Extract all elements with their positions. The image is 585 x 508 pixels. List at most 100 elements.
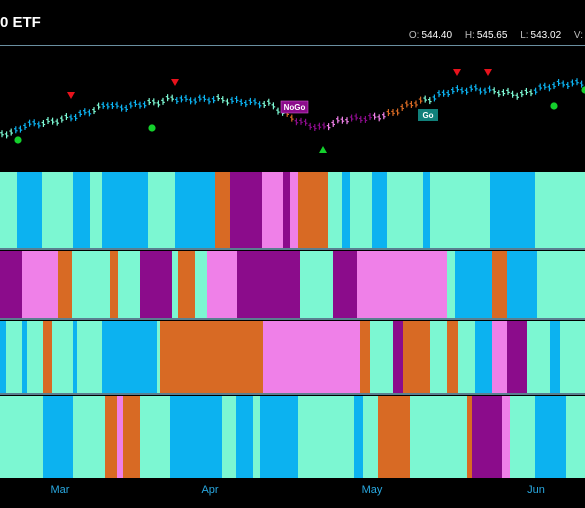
indicator-band bbox=[157, 321, 160, 393]
indicator-band bbox=[290, 172, 298, 248]
price-bar bbox=[336, 116, 340, 124]
indicator-band bbox=[354, 396, 363, 478]
price-bar bbox=[202, 94, 207, 102]
header-divider bbox=[0, 45, 585, 46]
price-bar bbox=[14, 126, 18, 134]
indicator-band bbox=[172, 251, 178, 318]
indicator-band bbox=[73, 321, 77, 393]
price-bar bbox=[368, 113, 372, 121]
low-value: 543.02 bbox=[530, 30, 562, 41]
indicator-panels[interactable] bbox=[0, 172, 585, 478]
price-bar bbox=[55, 118, 59, 126]
price-chart[interactable]: NoGo Go bbox=[0, 46, 585, 172]
price-bar bbox=[570, 79, 575, 87]
price-bar bbox=[221, 96, 225, 104]
sell-signal-triangle bbox=[484, 69, 492, 76]
indicator-band bbox=[507, 251, 537, 318]
price-bar bbox=[129, 101, 133, 109]
indicator-band bbox=[458, 321, 475, 393]
indicator-band bbox=[236, 396, 253, 478]
indicator-band bbox=[430, 321, 447, 393]
indicator-band bbox=[510, 396, 514, 478]
price-bar bbox=[119, 104, 124, 112]
indicator-band bbox=[447, 321, 458, 393]
indicator-band bbox=[472, 396, 502, 478]
indicator-band bbox=[507, 321, 527, 393]
price-bar bbox=[409, 101, 414, 109]
price-bar bbox=[418, 96, 423, 104]
price-bar bbox=[257, 101, 262, 109]
ohlc-readout: O: 544.40 H: 545.65 L: 543.02 V: bbox=[399, 30, 585, 41]
price-bar bbox=[515, 92, 519, 100]
indicator-band bbox=[350, 172, 372, 248]
buy-signal-triangle bbox=[319, 146, 327, 153]
indicator-band bbox=[263, 321, 360, 393]
indicator-band bbox=[492, 251, 507, 318]
indicator-band bbox=[560, 321, 585, 393]
price-bar bbox=[9, 128, 13, 136]
price-bar bbox=[239, 98, 243, 106]
indicator-band bbox=[447, 251, 455, 318]
price-bar bbox=[124, 104, 128, 112]
signal-dot bbox=[550, 102, 558, 110]
indicator-band bbox=[117, 396, 123, 478]
indicator-band bbox=[566, 396, 585, 478]
price-bar bbox=[533, 87, 538, 95]
price-bar bbox=[395, 108, 400, 116]
price-bar bbox=[437, 90, 441, 98]
price-bar bbox=[96, 102, 101, 110]
price-bar bbox=[478, 87, 483, 95]
price-bar bbox=[501, 89, 506, 97]
indicator-band bbox=[42, 172, 73, 248]
price-bar bbox=[198, 94, 202, 102]
price-bar bbox=[276, 107, 280, 115]
price-bar bbox=[78, 109, 82, 117]
indicator-band bbox=[475, 321, 492, 393]
price-bar bbox=[474, 84, 478, 92]
panel-divider bbox=[0, 318, 585, 320]
price-bar bbox=[101, 101, 105, 109]
indicator-band bbox=[492, 321, 507, 393]
indicator-band bbox=[283, 172, 290, 248]
volume-label: V: bbox=[573, 30, 583, 41]
indicator-band bbox=[0, 251, 22, 318]
symbol-title: 0 ETF bbox=[0, 14, 41, 31]
price-bar bbox=[64, 113, 69, 121]
price-bar bbox=[175, 97, 179, 105]
price-bar bbox=[423, 95, 427, 103]
indicator-band bbox=[467, 396, 472, 478]
price-bar bbox=[4, 131, 9, 139]
price-bar bbox=[46, 117, 50, 125]
indicator-band bbox=[535, 396, 566, 478]
indicator-band bbox=[455, 251, 492, 318]
indicator-band bbox=[0, 172, 17, 248]
indicator-band bbox=[195, 251, 207, 318]
price-bar bbox=[497, 90, 501, 98]
indicator-band bbox=[102, 172, 148, 248]
price-bar bbox=[441, 89, 446, 97]
price-bar bbox=[73, 113, 78, 121]
price-bar bbox=[372, 112, 377, 120]
price-bar bbox=[216, 94, 220, 102]
sell-signal-triangle bbox=[171, 79, 179, 86]
price-bar bbox=[386, 109, 391, 117]
price-bar bbox=[331, 119, 335, 127]
indicator-band bbox=[58, 251, 72, 318]
price-bar bbox=[538, 83, 542, 91]
indicator-band bbox=[43, 321, 52, 393]
sell-signal-triangle bbox=[453, 69, 461, 76]
x-tick-label: Mar bbox=[50, 484, 70, 496]
price-bar bbox=[359, 115, 363, 123]
price-bar bbox=[248, 97, 253, 105]
price-bar bbox=[184, 94, 188, 102]
price-bar bbox=[308, 122, 312, 130]
price-bar bbox=[363, 115, 368, 123]
indicator-band bbox=[73, 172, 90, 248]
price-bar bbox=[193, 97, 197, 105]
price-bar bbox=[377, 114, 381, 122]
price-bar bbox=[0, 130, 4, 138]
price-bar bbox=[50, 117, 55, 125]
price-bar bbox=[290, 114, 294, 122]
price-bar bbox=[253, 98, 257, 106]
price-bar bbox=[483, 87, 487, 95]
